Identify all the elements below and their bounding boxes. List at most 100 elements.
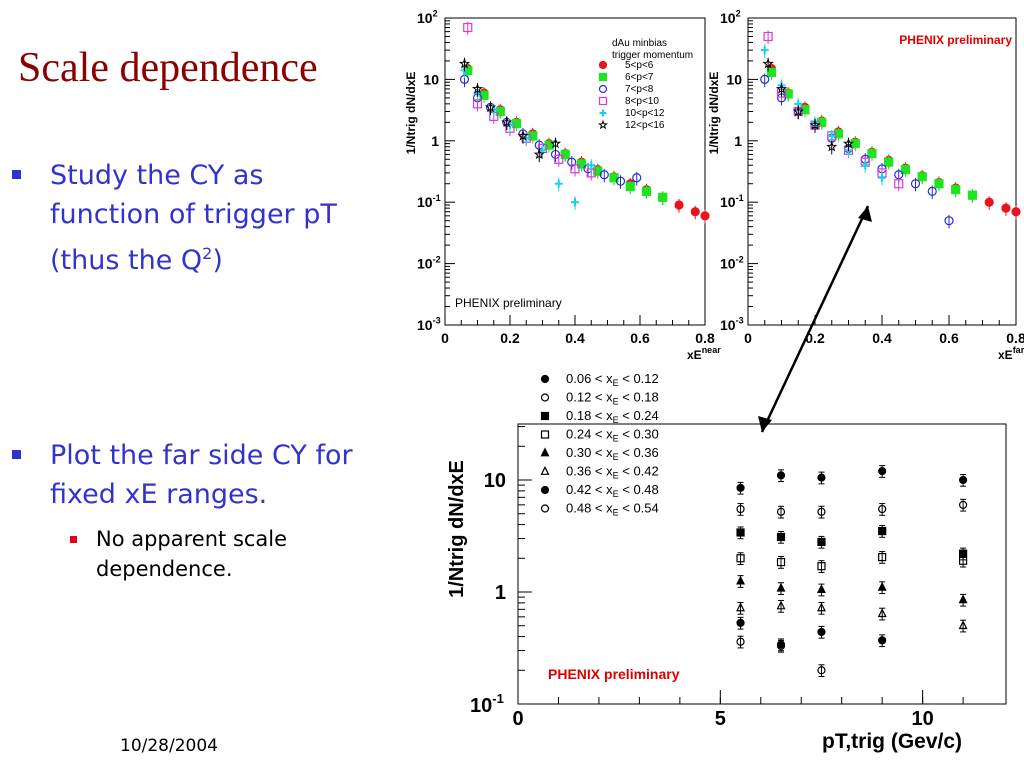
data-point — [576, 159, 587, 169]
data-point — [554, 154, 564, 164]
bullet-1-superscript: 2 — [202, 244, 213, 263]
legend-entry: 0.24 < xE < 0.30 — [566, 427, 659, 444]
data-point — [877, 608, 887, 618]
legend-entry: 0.42 < xE < 0.48 — [566, 482, 659, 499]
data-point — [776, 582, 786, 592]
link-arrow — [758, 205, 872, 433]
data-point — [917, 172, 927, 182]
prelim-label: PHENIX preliminary — [548, 666, 680, 682]
legend-title: dAu minbias — [612, 38, 667, 49]
data-point — [760, 74, 770, 85]
x-tick-label: 0 — [744, 330, 752, 346]
data-point — [549, 137, 562, 149]
data-point — [736, 483, 745, 493]
bullet-1-line-3-close: ) — [212, 245, 223, 276]
data-point — [517, 130, 529, 141]
x-tick-label: 0.6 — [630, 330, 650, 346]
sub-bullet-line-1: No apparent scale — [96, 527, 288, 551]
legend-marker — [597, 119, 609, 130]
data-point — [776, 471, 786, 480]
data-point — [958, 500, 968, 509]
data-point — [567, 157, 577, 167]
data-point — [736, 602, 746, 612]
legend-entry: 0.30 < xE < 0.36 — [566, 445, 659, 462]
series-near-5 — [458, 57, 562, 163]
data-point — [736, 554, 745, 563]
bullet-1-line-3-text: (thus the Q — [50, 245, 203, 276]
y-tick-label: 1 — [495, 582, 506, 604]
data-point — [533, 148, 545, 160]
data-point — [878, 552, 887, 562]
data-point — [641, 186, 652, 196]
data-point — [632, 173, 642, 183]
data-point — [833, 129, 844, 139]
bullet-2-line-1: Plot the far side CY for — [50, 440, 353, 471]
series-pt-1 — [736, 498, 968, 519]
bullet-1: Study the CY as function of trigger pT (… — [12, 156, 337, 280]
series-near-4 — [460, 64, 596, 210]
legend-marker — [540, 485, 550, 495]
series-near-0 — [463, 62, 710, 224]
y-tick-label: 10-1 — [470, 691, 504, 717]
data-point — [658, 192, 668, 202]
y-tick-label: 102 — [720, 9, 741, 26]
legend-marker — [540, 411, 550, 421]
data-point — [958, 594, 968, 604]
x-tick-label: 5 — [715, 708, 726, 730]
data-point — [878, 526, 887, 536]
legend-entry: 6<p<7 — [625, 72, 654, 83]
x-tick-label: 0.8 — [695, 330, 715, 346]
prelim-label: PHENIX preliminary — [455, 296, 562, 310]
legend-entry: 12<p<16 — [625, 120, 665, 131]
legend-marker — [540, 504, 550, 513]
data-point — [775, 83, 788, 94]
series-far-5 — [762, 57, 855, 155]
legend-entry: 5<p<6 — [625, 60, 654, 71]
data-point — [867, 148, 877, 159]
series-far-3 — [763, 30, 904, 192]
data-point — [776, 557, 786, 567]
slide-date: 10/28/2004 — [120, 736, 218, 756]
x-tick-label: 10 — [912, 708, 934, 730]
series-far-1 — [766, 66, 978, 203]
data-point — [910, 179, 921, 189]
y-tick-label: 10-1 — [720, 193, 744, 210]
y-tick-label: 102 — [417, 9, 438, 26]
bullet-2-line-2: fixed xE ranges. — [50, 479, 268, 510]
data-point — [817, 473, 826, 482]
bullet-marker — [12, 170, 21, 179]
data-point — [463, 22, 473, 33]
legend-marker — [540, 374, 550, 384]
series-pt-6 — [736, 616, 887, 652]
data-point — [479, 90, 489, 100]
data-point — [809, 119, 821, 130]
data-point — [495, 106, 505, 117]
data-point — [763, 31, 773, 42]
legend-marker — [598, 96, 608, 106]
y-axis-label: 1/Ntrig dN/dxE — [404, 72, 418, 155]
bullet-marker — [12, 450, 21, 459]
data-point — [958, 475, 968, 485]
y-tick-label: 10 — [726, 71, 742, 87]
legend-marker — [540, 465, 550, 475]
data-point — [894, 179, 904, 189]
panel-far: 10-3 10-2 10-1 1 10 102 0 0.2 0.4 0.6 0.8 1/Ntrig d… — [707, 9, 1024, 362]
bullet-2: Plot the far side CY for fixed xE ranges… — [12, 436, 353, 514]
data-point — [958, 620, 968, 630]
legend-marker — [598, 84, 608, 94]
data-point — [817, 507, 826, 516]
data-point — [817, 562, 826, 571]
bullet-1-line-1: Study the CY as — [50, 160, 264, 191]
data-point — [528, 131, 538, 141]
y-tick-label: 10-2 — [720, 254, 744, 271]
data-point — [736, 504, 745, 514]
data-point — [599, 170, 609, 180]
data-point — [766, 67, 777, 78]
data-point — [826, 140, 838, 152]
data-point — [560, 149, 570, 160]
data-point — [674, 200, 684, 210]
data-point — [1001, 203, 1011, 213]
data-point — [783, 89, 793, 99]
data-point — [934, 179, 944, 189]
legend-entry: 7<p<8 — [625, 84, 654, 95]
